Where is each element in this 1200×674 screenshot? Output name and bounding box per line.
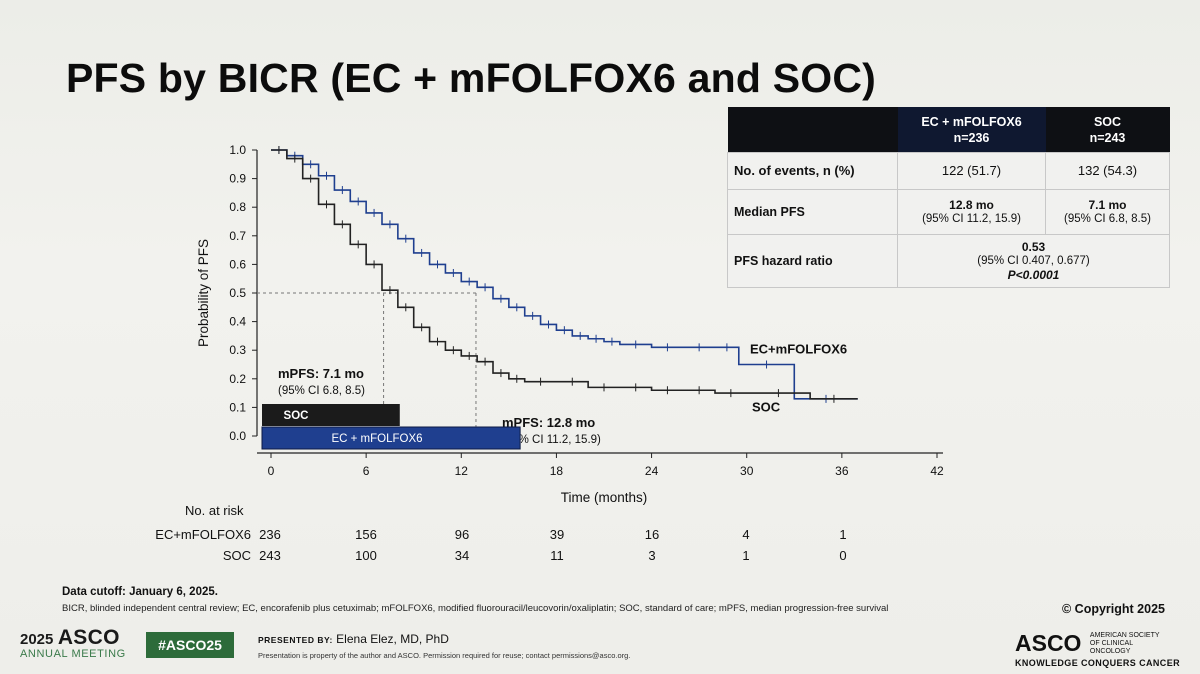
median-ec-ci: (95% CI 11.2, 15.9) — [922, 213, 1021, 225]
table-header-row: EC + mFOLFOX6 n=236 SOC n=243 — [727, 107, 1170, 153]
row-label-events: No. of events, n (%) — [727, 152, 898, 190]
number-at-risk-value: 100 — [355, 548, 377, 563]
presented-by-label: PRESENTED BY: — [258, 635, 333, 645]
number-at-risk-row-label: EC+mFOLFOX6 — [155, 527, 251, 542]
meeting-year: 2025 — [20, 631, 54, 648]
y-tick-label: 0.9 — [229, 172, 246, 186]
table-row: Median PFS 12.8 mo (95% CI 11.2, 15.9) 7… — [727, 189, 1170, 235]
soc-median-label: mPFS: 7.1 mo — [278, 366, 364, 381]
hr-value: 0.53 — [1021, 240, 1046, 254]
x-axis-label: Time (months) — [561, 490, 648, 505]
soc-ci-bar — [262, 404, 400, 426]
median-soc: 7.1 mo (95% CI 6.8, 8.5) — [1045, 189, 1170, 235]
x-tick-label: 18 — [550, 464, 564, 478]
data-cutoff: Data cutoff: January 6, 2025. — [62, 586, 218, 598]
number-at-risk-value: 34 — [454, 548, 470, 563]
row-label-median: Median PFS — [727, 189, 898, 235]
median-ec: 12.8 mo (95% CI 11.2, 15.9) — [897, 189, 1046, 235]
ec-median-ci: (95% CI 11.2, 15.9) — [502, 434, 601, 446]
header-ec-name: EC + mFOLFOX6 — [921, 114, 1022, 129]
hazard-ratio-cell: 0.53 (95% CI 0.407, 0.677) P<0.0001 — [897, 234, 1170, 288]
table-row: No. of events, n (%) 122 (51.7) 132 (54.… — [727, 152, 1170, 190]
header-soc-n: n=243 — [1089, 130, 1126, 145]
events-soc: 132 (54.3) — [1045, 152, 1170, 190]
number-at-risk-value: 39 — [549, 527, 565, 542]
number-at-risk-value: 3 — [648, 548, 656, 563]
y-tick-label: 0.0 — [229, 429, 246, 443]
table-header-soc: SOC n=243 — [1045, 107, 1170, 153]
y-tick-label: 0.3 — [229, 343, 246, 357]
x-tick-label: 30 — [740, 464, 754, 478]
meeting-name: ANNUAL MEETING — [20, 648, 126, 660]
ec-ci-bar-label: EC + mFOLFOX6 — [331, 433, 422, 445]
median-soc-ci: (95% CI 6.8, 8.5) — [1064, 213, 1151, 225]
y-tick-label: 1.0 — [229, 143, 246, 157]
slide-title: PFS by BICR (EC + mFOLFOX6 and SOC) — [66, 55, 877, 101]
x-tick-label: 6 — [363, 464, 370, 478]
number-at-risk-value: 0 — [839, 548, 847, 563]
header-ec-n: n=236 — [953, 130, 990, 145]
results-table: EC + mFOLFOX6 n=236 SOC n=243 No. of eve… — [727, 107, 1170, 288]
soc-ci-bar-label: SOC — [284, 410, 309, 422]
table-header-blank — [727, 107, 898, 153]
events-ec: 122 (51.7) — [897, 152, 1046, 190]
asco-wordmark: ASCO — [1015, 630, 1082, 656]
hashtag-badge: #ASCO25 — [146, 632, 234, 658]
x-tick-label: 42 — [930, 464, 944, 478]
number-at-risk-value: 156 — [355, 527, 377, 542]
number-at-risk-value: 16 — [644, 527, 660, 542]
ec-ci-bar — [261, 426, 521, 450]
row-label-hr: PFS hazard ratio — [727, 234, 898, 288]
x-tick-label: 24 — [645, 464, 659, 478]
x-tick-label: 12 — [455, 464, 469, 478]
meeting-logo: 2025 ASCO ANNUAL MEETING — [20, 626, 126, 660]
header-soc-name: SOC — [1093, 114, 1122, 129]
number-at-risk-row-label: SOC — [222, 548, 251, 563]
median-ec-value: 12.8 mo — [949, 198, 994, 212]
y-tick-label: 0.6 — [229, 257, 246, 271]
presenter-name: Elena Elez, MD, PhD — [336, 632, 449, 646]
soc-median-ci: (95% CI 6.8, 8.5) — [278, 385, 365, 397]
asco-logo: ASCO AMERICAN SOCIETY OF CLINICAL ONCOLO… — [1015, 630, 1180, 668]
y-tick-label: 0.2 — [229, 372, 246, 386]
y-tick-label: 0.4 — [229, 315, 246, 329]
median-soc-value: 7.1 mo — [1088, 198, 1127, 212]
number-at-risk-value: 96 — [454, 527, 470, 542]
number-at-risk-value: 4 — [742, 527, 750, 542]
ec-median-label: mPFS: 12.8 mo — [502, 415, 595, 430]
asco-fullname: AMERICAN SOCIETY OF CLINICAL ONCOLOGY — [1089, 631, 1160, 655]
series-label-ec: EC+mFOLFOX6 — [750, 341, 847, 356]
table-row: PFS hazard ratio 0.53 (95% CI 0.407, 0.6… — [727, 234, 1170, 288]
number-at-risk-value: 11 — [550, 548, 564, 563]
series-label-soc: SOC — [752, 400, 781, 415]
asco-tagline: KNOWLEDGE CONQUERS CANCER — [1015, 658, 1181, 668]
footnote: BICR, blinded independent central review… — [62, 603, 889, 614]
y-tick-label: 0.8 — [229, 200, 246, 214]
number-at-risk-value: 1 — [839, 527, 847, 542]
hr-ci: (95% CI 0.407, 0.677) — [977, 255, 1090, 267]
number-at-risk-title: No. at risk — [185, 503, 244, 518]
y-tick-label: 0.1 — [229, 400, 246, 414]
meeting-org: ASCO — [57, 626, 120, 649]
number-at-risk-value: 1 — [742, 548, 750, 563]
presented-by: PRESENTED BY: Elena Elez, MD, PhD — [258, 632, 449, 646]
y-tick-label: 0.5 — [229, 286, 246, 300]
y-axis-label: Probability of PFS — [196, 239, 211, 347]
x-tick-label: 36 — [835, 464, 849, 478]
number-at-risk-value: 243 — [259, 548, 281, 563]
number-at-risk-value: 236 — [259, 527, 281, 542]
copyright: © Copyright 2025 — [1062, 602, 1165, 616]
series-line-ec — [271, 149, 858, 400]
x-tick-label: 0 — [268, 464, 275, 478]
hr-p-value: P<0.0001 — [1007, 268, 1060, 282]
y-tick-label: 0.7 — [229, 229, 246, 243]
series-line-soc — [271, 149, 858, 400]
permission-note: Presentation is property of the author a… — [258, 651, 631, 660]
table-header-ec: EC + mFOLFOX6 n=236 — [897, 107, 1046, 153]
